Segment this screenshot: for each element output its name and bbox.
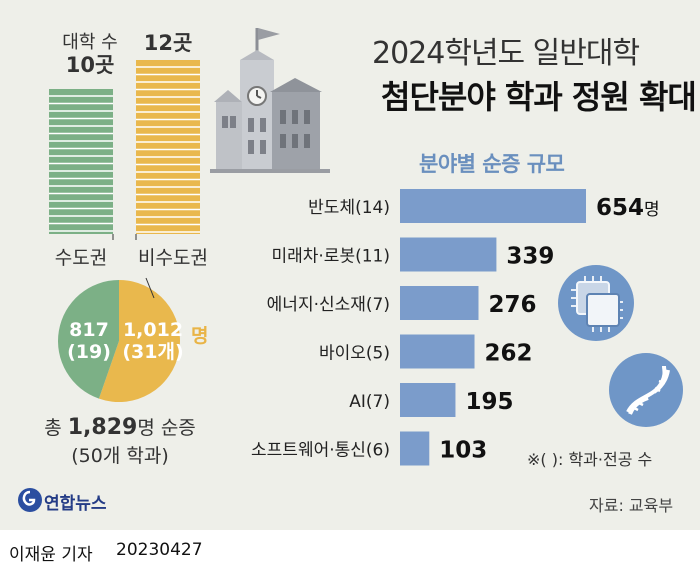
capital-count: 10곳 bbox=[65, 53, 115, 77]
chart-title: 분야별 순증 규모 bbox=[419, 152, 565, 176]
infographic-card: 2024학년도 일반대학 첨단분야 학과 정원 확대 대학 수 10곳 1 bbox=[0, 0, 700, 530]
bar-0 bbox=[400, 189, 586, 223]
yonhap-logo-icon bbox=[18, 488, 42, 512]
non-capital-seats-unit: 명 bbox=[191, 325, 209, 347]
value-label-4: 195 bbox=[465, 389, 513, 415]
total-prefix: 총 bbox=[44, 417, 68, 439]
reporter-name: 이재윤 기자 bbox=[9, 545, 93, 565]
bar-5 bbox=[400, 431, 430, 466]
chip-icon bbox=[558, 265, 634, 341]
non-capital-count-bar bbox=[136, 60, 200, 234]
publish-date: 20230427 bbox=[116, 540, 203, 560]
footer: 이재윤 기자 20230427 bbox=[0, 530, 700, 571]
category-label-3: 바이오(5) bbox=[319, 344, 390, 364]
bar-header-label: 대학 수 bbox=[62, 32, 118, 53]
seats-pie-chart bbox=[58, 277, 180, 402]
category-label-0: 반도체(14) bbox=[308, 198, 390, 218]
non-capital-seats: 1,012 bbox=[122, 319, 184, 341]
non-capital-depts: (31개) bbox=[122, 341, 184, 363]
non-capital-count-label: 12곳 bbox=[120, 32, 216, 78]
total-departments: (50개 학과) bbox=[71, 445, 169, 467]
source-label: 자료: 교육부 bbox=[589, 496, 674, 515]
non-capital-region-label: 비수도권 bbox=[138, 247, 208, 269]
category-label-1: 미래차·로봇(11) bbox=[271, 247, 390, 267]
capital-seats-label: 817 (19) bbox=[64, 319, 114, 363]
university-count-bars bbox=[49, 60, 200, 240]
bar-1 bbox=[400, 237, 497, 272]
category-label-5: 소프트웨어·통신(6) bbox=[251, 441, 390, 461]
school-building-icon bbox=[210, 28, 330, 173]
capital-region-label: 수도권 bbox=[54, 247, 108, 269]
chart-note: ※( ): 학과·전공 수 bbox=[527, 450, 653, 469]
pie-leader-line bbox=[145, 277, 155, 299]
value-label-3: 262 bbox=[485, 341, 533, 367]
total-increase: 총 1,829명 순증 bbox=[30, 413, 210, 440]
title-line1: 2024학년도 일반대학 bbox=[372, 36, 640, 71]
value-unit: 명 bbox=[644, 200, 660, 220]
capital-count-label: 대학 수 10곳 bbox=[42, 32, 138, 78]
title-line2: 첨단분야 학과 정원 확대 bbox=[381, 78, 697, 116]
bar-4 bbox=[400, 383, 456, 417]
dna-icon bbox=[609, 353, 683, 427]
value-label-0: 654명 bbox=[596, 195, 660, 221]
bar-3 bbox=[400, 334, 475, 369]
bar-2 bbox=[400, 286, 479, 320]
capital-count-bar bbox=[49, 89, 113, 234]
non-capital-seats-label: 1,012 (31개) bbox=[118, 319, 188, 363]
category-label-4: AI(7) bbox=[349, 392, 390, 412]
total-suffix: 명 순증 bbox=[137, 417, 196, 439]
non-capital-count: 12곳 bbox=[143, 31, 193, 55]
value-label-2: 276 bbox=[488, 292, 536, 318]
capital-seats: 817 bbox=[69, 319, 109, 341]
category-label-2: 에너지·신소재(7) bbox=[267, 295, 390, 315]
pie-slice-non-capital bbox=[98, 280, 180, 402]
value-label-1: 339 bbox=[506, 244, 554, 270]
capital-depts: (19) bbox=[67, 341, 111, 363]
value-label-5: 103 bbox=[439, 438, 487, 464]
total-value: 1,829 bbox=[67, 415, 138, 440]
pie-slice-capital bbox=[58, 280, 119, 399]
brand-name: 연합뉴스 bbox=[44, 494, 107, 514]
